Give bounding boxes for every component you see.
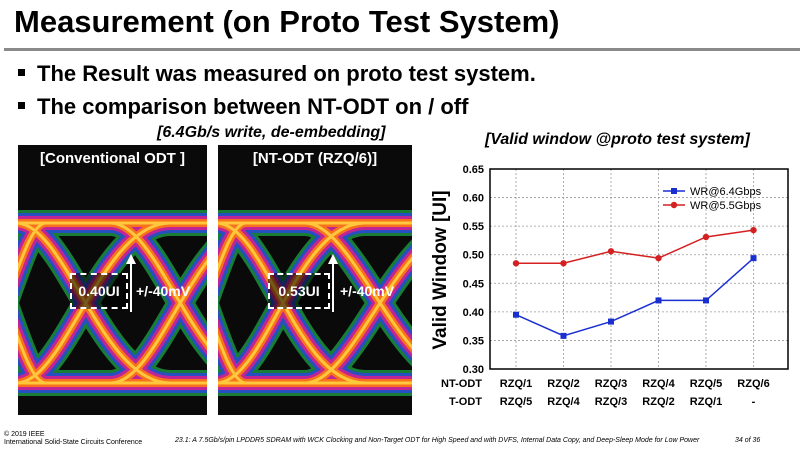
y-axis-label: Valid Window [UI] [430, 190, 451, 349]
x-tick-label-nt: RZQ/6 [737, 378, 769, 390]
data-point [560, 332, 567, 339]
data-point [608, 318, 614, 325]
footer-copyright: © 2019 IEEE [4, 431, 45, 438]
series-line [516, 229, 754, 265]
eye-label: [Conventional ODT ] [40, 150, 185, 167]
chart-caption: [Valid window @proto test system] [485, 131, 750, 148]
x-tick-label-t: RZQ/1 [690, 396, 722, 408]
data-point [607, 248, 615, 255]
data-point [513, 311, 519, 318]
eye-voltage: +/-40mV [136, 283, 191, 299]
x-tick-label-nt: RZQ/5 [690, 378, 722, 390]
eye-diagram-conventional: [Conventional ODT ] 0.40UI +/-40mV [18, 145, 207, 415]
arrow-head-icon [328, 254, 338, 264]
bullet-icon [18, 101, 25, 109]
eye-window-box: 0.40UI [70, 273, 128, 309]
x-tick-label-nt: RZQ/4 [642, 378, 675, 390]
x-tick-label-nt: RZQ/2 [547, 378, 579, 390]
y-tick-label: 0.55 [463, 221, 484, 233]
y-tick-label: 0.50 [463, 250, 484, 262]
bullet-text: The Result was measured on proto test sy… [37, 61, 536, 86]
eye-label: [NT-ODT (RZQ/6)] [252, 150, 378, 167]
data-point [750, 255, 757, 262]
bullet-1: The Result was measured on proto test sy… [18, 61, 536, 87]
data-point [512, 260, 520, 267]
series-line [515, 257, 754, 337]
plot-frame [489, 168, 789, 370]
footer-paper-title: 23.1: A 7.5Gb/s/pin LPDDR5 SDRAM with WC… [175, 437, 700, 444]
row-label: NT-ODT [441, 378, 482, 390]
data-point [750, 226, 757, 234]
x-tick-label-nt: RZQ/1 [500, 378, 532, 390]
y-tick-label: 0.65 [463, 164, 484, 176]
valid-window-chart: Valid Window [UI] 0.30 0.35 0.40 0.45 0.50 0.… [430, 164, 789, 408]
eye-caption: [6.4Gb/s write, de-embedding] [157, 124, 386, 141]
data-point [560, 260, 567, 267]
page-number: 34 of 36 [735, 437, 761, 444]
bullet-text: The comparison between NT-ODT on / off [37, 94, 469, 119]
x-tick-label-t: RZQ/5 [500, 396, 532, 408]
eye-window-box: 0.53UI [268, 273, 330, 309]
x-tick-label-nt: RZQ/3 [595, 378, 627, 390]
legend-label: WR@5.5Gbps [690, 200, 762, 212]
y-tick-label: 0.30 [463, 364, 484, 376]
y-tick-label: 0.60 [463, 193, 484, 205]
title-divider [4, 48, 800, 51]
x-tick-label-t: - [752, 396, 756, 408]
y-tick-label: 0.35 [463, 335, 484, 347]
data-point [655, 297, 662, 304]
data-point [702, 233, 710, 241]
legend-marker [670, 201, 678, 209]
arrow-head-icon [126, 254, 136, 264]
legend-label: WR@6.4Gbps [690, 186, 762, 198]
eye-voltage: +/-40mV [340, 283, 395, 299]
y-tick-label: 0.40 [463, 307, 484, 319]
data-point [655, 254, 662, 262]
eye-diagram-nt-odt: [NT-ODT (RZQ/6)] 0.53UI +/-40mV [218, 145, 412, 415]
bullet-icon [18, 68, 25, 76]
data-point [703, 297, 709, 304]
row-label: T-ODT [449, 396, 482, 408]
x-tick-label-t: RZQ/2 [642, 396, 674, 408]
x-tick-label-t: RZQ/4 [547, 396, 580, 408]
x-tick-label-t: RZQ/3 [595, 396, 627, 408]
legend-marker [671, 188, 677, 194]
slide-title: Measurement (on Proto Test System) [14, 4, 560, 39]
footer-conference: International Solid-State Circuits Confe… [4, 439, 143, 446]
bullet-2: The comparison between NT-ODT on / off [18, 94, 468, 120]
y-tick-label: 0.45 [463, 278, 484, 290]
